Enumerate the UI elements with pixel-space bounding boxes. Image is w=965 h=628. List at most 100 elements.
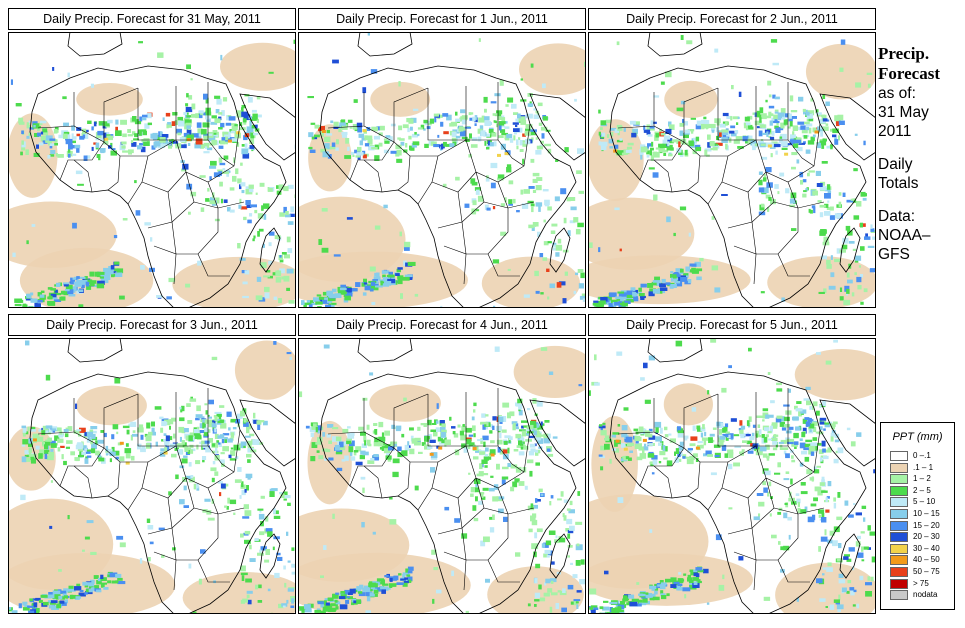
data-source-line-1: NOAA– bbox=[878, 227, 931, 244]
precip-cell bbox=[746, 135, 750, 141]
precip-cell bbox=[229, 499, 237, 505]
precip-cell bbox=[651, 281, 659, 286]
precip-patch bbox=[663, 383, 713, 426]
precip-cell bbox=[219, 492, 222, 497]
precip-cell bbox=[214, 411, 222, 414]
precip-cell bbox=[826, 119, 830, 122]
precip-cell bbox=[569, 525, 575, 531]
legend-swatch bbox=[890, 485, 908, 496]
precip-cell bbox=[716, 135, 720, 141]
precip-cell bbox=[224, 505, 228, 508]
precip-cell bbox=[519, 429, 526, 432]
precip-cell bbox=[839, 249, 846, 253]
precip-cell bbox=[598, 425, 606, 429]
precip-cell bbox=[541, 133, 545, 139]
precip-cell bbox=[12, 252, 16, 258]
precip-cell bbox=[842, 237, 849, 244]
precip-cell bbox=[11, 610, 18, 614]
precip-cell bbox=[515, 118, 520, 122]
precip-cell bbox=[76, 127, 82, 131]
precip-cell bbox=[492, 496, 499, 502]
precip-cell bbox=[71, 133, 74, 139]
precip-cell bbox=[201, 446, 204, 450]
precip-cell bbox=[28, 447, 32, 453]
precip-cell bbox=[605, 119, 612, 123]
precip-cell bbox=[369, 266, 376, 272]
precip-cell bbox=[600, 426, 603, 432]
precip-cell bbox=[55, 153, 58, 157]
precip-cell bbox=[602, 422, 606, 425]
legend-label: 15 – 20 bbox=[913, 520, 940, 530]
precip-cell bbox=[214, 416, 218, 421]
precip-cell bbox=[614, 207, 620, 211]
precip-cell bbox=[683, 121, 688, 126]
precip-cell bbox=[567, 555, 570, 558]
precip-cell bbox=[766, 455, 770, 459]
precip-cell bbox=[111, 148, 116, 151]
precip-cell bbox=[308, 300, 314, 305]
precip-cell bbox=[257, 424, 261, 430]
precip-cell bbox=[328, 298, 336, 302]
precip-cell bbox=[449, 123, 455, 127]
precip-cell bbox=[243, 504, 249, 510]
precip-cell bbox=[664, 434, 669, 438]
precip-cell bbox=[378, 436, 386, 442]
precip-cell bbox=[496, 425, 502, 431]
precip-cell bbox=[346, 287, 352, 293]
precip-cell bbox=[760, 139, 764, 143]
precip-cell bbox=[152, 137, 158, 141]
precip-cell bbox=[798, 96, 804, 102]
precip-cell bbox=[621, 433, 628, 438]
precip-cell bbox=[424, 435, 431, 440]
precip-cell bbox=[479, 451, 485, 455]
precip-cell bbox=[324, 136, 331, 142]
precip-cell bbox=[547, 588, 553, 593]
europe-coastline bbox=[67, 32, 123, 57]
precip-cell bbox=[250, 116, 257, 121]
precip-cell bbox=[825, 360, 832, 365]
precip-cell bbox=[169, 425, 171, 430]
precip-cell bbox=[676, 107, 684, 112]
precip-cell bbox=[287, 184, 294, 189]
precip-cell bbox=[128, 149, 134, 154]
precip-cell bbox=[661, 595, 667, 600]
precip-cell bbox=[240, 572, 248, 576]
precip-cell bbox=[627, 457, 632, 461]
precip-cell bbox=[767, 430, 772, 434]
precip-cell bbox=[436, 403, 439, 409]
precip-cell bbox=[423, 128, 426, 131]
precip-cell bbox=[365, 610, 371, 614]
precip-cell bbox=[348, 592, 353, 595]
precip-cell bbox=[140, 265, 145, 270]
legend-label: 40 – 50 bbox=[913, 555, 940, 565]
precip-cell bbox=[826, 184, 831, 190]
precip-cell bbox=[212, 130, 218, 136]
precip-cell bbox=[484, 108, 487, 113]
precip-cell bbox=[569, 500, 573, 506]
precip-cell bbox=[192, 133, 199, 138]
precip-cell bbox=[700, 444, 704, 449]
precip-cell bbox=[198, 110, 204, 114]
precip-cell bbox=[478, 500, 483, 505]
legend-label: 10 – 15 bbox=[913, 509, 940, 518]
precip-cell bbox=[247, 476, 251, 480]
precip-cell bbox=[384, 281, 392, 286]
precip-cell bbox=[122, 218, 128, 221]
forecast-panel-5: Daily Precip. Forecast for 4 Jun., 2011 bbox=[298, 314, 588, 620]
precip-cell bbox=[215, 131, 219, 138]
precip-cell bbox=[567, 230, 571, 236]
precip-cell bbox=[321, 208, 328, 212]
precip-cell bbox=[690, 436, 698, 441]
precip-cell bbox=[259, 549, 262, 554]
precip-cell bbox=[748, 416, 752, 422]
precip-cell bbox=[239, 198, 242, 204]
precip-cell bbox=[451, 426, 456, 429]
precip-cell bbox=[830, 144, 833, 150]
peninsula-coastline bbox=[239, 93, 296, 161]
precip-cell bbox=[116, 268, 124, 274]
precip-cell bbox=[362, 154, 367, 159]
precip-cell bbox=[516, 445, 524, 448]
precip-cell bbox=[638, 293, 645, 297]
precip-cell bbox=[701, 119, 707, 124]
precip-cell bbox=[382, 274, 386, 278]
